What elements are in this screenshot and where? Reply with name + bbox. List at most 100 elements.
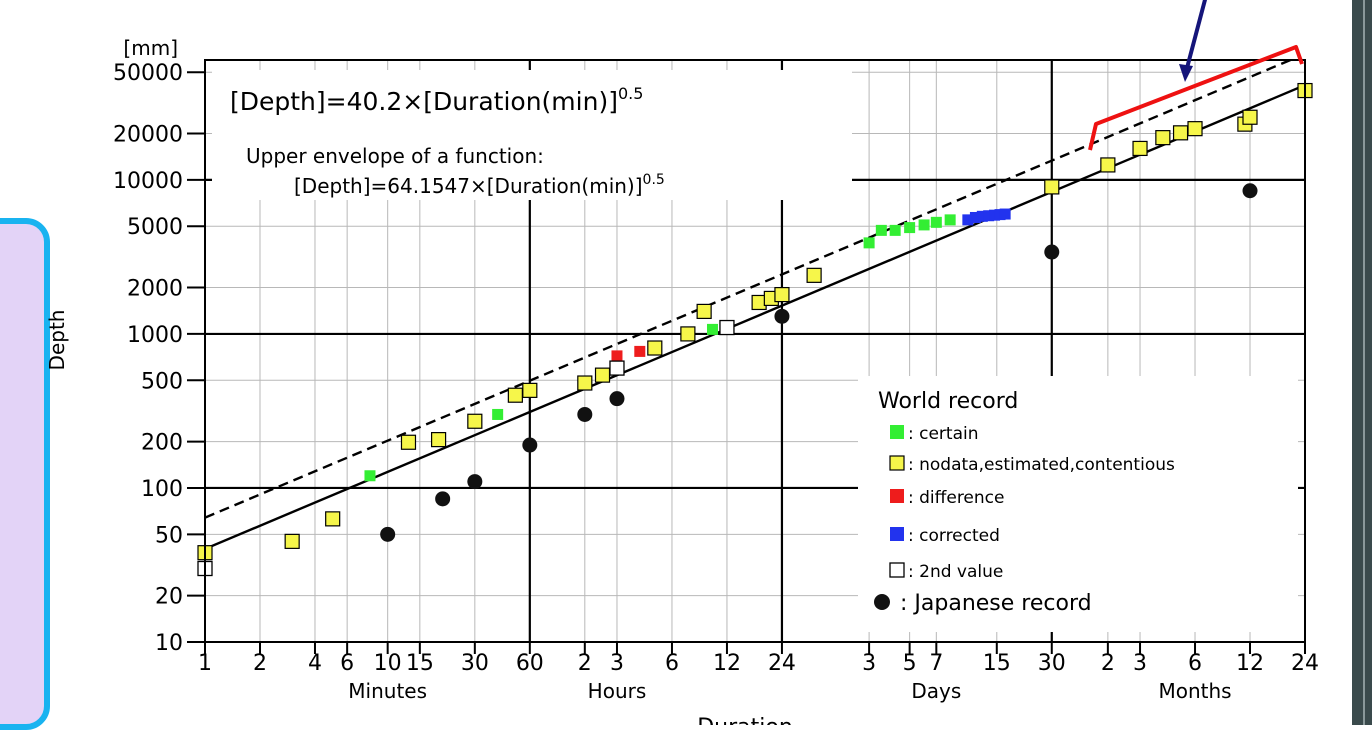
y-tick-label: 50000 [113, 61, 183, 86]
x-tick-label: 30 [461, 651, 489, 676]
x-tick-label: 24 [768, 651, 796, 676]
equation-box-bg [212, 70, 852, 200]
fit-lines [205, 60, 1305, 551]
japan-point [774, 308, 790, 324]
certain-point [863, 237, 875, 249]
corrected-point [976, 210, 988, 222]
certain-point [875, 224, 887, 236]
legend-swatch-corrected [890, 527, 904, 541]
legend-entry-certain: : certain [890, 424, 979, 444]
x-tick-label: 6 [1188, 651, 1202, 676]
legend-swatch-difference [890, 489, 904, 503]
legend-bg [858, 376, 1298, 632]
legend-entry-difference: : difference [890, 488, 1004, 508]
legend-label-certain: : certain [908, 424, 979, 444]
fit-line [205, 84, 1305, 551]
y-tick-label: 20 [155, 585, 183, 610]
nodata-point [467, 413, 483, 429]
data-points [197, 82, 1313, 577]
corrected-point [962, 214, 974, 226]
japan-point [380, 526, 396, 542]
x-tick-label: 30 [1038, 651, 1066, 676]
envelope-bracket [1088, 45, 1304, 151]
x-tick-label: 7 [929, 651, 943, 676]
x-tick-label: 15 [983, 651, 1011, 676]
certain-point [364, 470, 376, 482]
legend-entry-second: : 2nd value [889, 562, 1003, 582]
difference-point [634, 345, 646, 357]
legend-title: World record [878, 389, 1018, 414]
plot-frame [204, 59, 1306, 643]
x-tick-label: 10 [374, 651, 402, 676]
legend-swatch-japan [874, 594, 890, 610]
nodata-point [1187, 121, 1203, 137]
fit-equation-main: [Depth]=40.2×[Duration(min)] [230, 87, 618, 116]
certain-point [944, 214, 956, 226]
x-tick-label: 3 [862, 651, 876, 676]
nodata-point [1100, 157, 1116, 173]
corrected-point [969, 211, 981, 223]
certain-point [889, 224, 901, 236]
legend-label-japan: : Japanese record [900, 591, 1092, 616]
x-tick-label: 2 [578, 651, 592, 676]
japan-point [1044, 244, 1060, 260]
x-tick-label: 12 [1236, 651, 1264, 676]
x-axis-label: Duration [697, 715, 793, 725]
x-axis: 1 2 4 6 10 15 30 60 2 3 6 12 24 3 5 7 15 30 2 3 6 12 24Minutes… [198, 642, 1319, 703]
certain-point [706, 323, 718, 335]
x-tick-label: 60 [516, 651, 544, 676]
x-tick-label: 3 [610, 651, 624, 676]
certain-point [930, 216, 942, 228]
japan-point [1242, 183, 1258, 199]
legend-entry-nodata: : nodata,estimated,contentious [889, 455, 1175, 475]
y-tick-label: 2000 [127, 277, 183, 302]
certain-point [904, 222, 916, 234]
legend-swatch-nodata [889, 455, 905, 471]
y-unit-label: [mm] [123, 36, 178, 60]
y-tick-label: 10 [155, 631, 183, 656]
x-tick-label: 3 [1133, 651, 1147, 676]
legend-swatch-certain [890, 425, 904, 439]
x-tick-label: 24 [1291, 651, 1319, 676]
nodata-point [1044, 179, 1060, 195]
depth-duration-chart: 5000020000100005000200010005002001005020… [45, 0, 1319, 725]
nodata-point [1132, 140, 1148, 157]
envelope-equation-exponent: 0.5 [643, 172, 665, 188]
y-tick-label: 200 [141, 431, 183, 456]
envelope-caption: Upper envelope of a function: [246, 144, 544, 168]
japan-point [467, 474, 483, 490]
x-group-label: Hours [588, 679, 647, 703]
legend-label-second: : 2nd value [908, 562, 1003, 582]
nodata-point [507, 387, 523, 403]
x-tick-label: 2 [1101, 651, 1115, 676]
fit-equation: [Depth]=40.2×[Duration(min)]0.5 [230, 84, 643, 116]
x-group-label: Months [1158, 679, 1231, 703]
legend: World record : certain : nodata,estimate… [858, 376, 1298, 632]
legend-label-nodata: : nodata,estimated,contentious [908, 455, 1175, 475]
nodata-point [430, 432, 447, 448]
certain-point [492, 408, 504, 420]
x-group-label: Days [911, 679, 961, 703]
japan-point [609, 391, 625, 407]
fit-equation-exponent: 0.5 [618, 84, 643, 103]
second-point [719, 319, 735, 336]
certain-point [918, 219, 930, 231]
nodata-point [806, 267, 822, 283]
nodata-point [774, 286, 790, 303]
x-tick-label: 15 [406, 651, 434, 676]
legend-swatch-second [889, 562, 905, 578]
y-tick-label: 100 [141, 477, 183, 502]
y-tick-label: 1000 [127, 323, 183, 348]
nodata-point [325, 511, 341, 527]
envelope-equation-main: [Depth]=64.1547×[Duration(min)] [294, 174, 643, 198]
nodata-point [522, 382, 538, 398]
second-point [609, 360, 625, 376]
difference-point [611, 350, 623, 362]
envelope-line [205, 60, 1294, 519]
x-tick-label: 1 [198, 651, 212, 676]
side-panel [0, 218, 50, 730]
x-tick-label: 6 [340, 651, 354, 676]
japan-point [435, 491, 451, 507]
y-tick-label: 20000 [113, 122, 183, 147]
x-tick-label: 6 [665, 651, 679, 676]
